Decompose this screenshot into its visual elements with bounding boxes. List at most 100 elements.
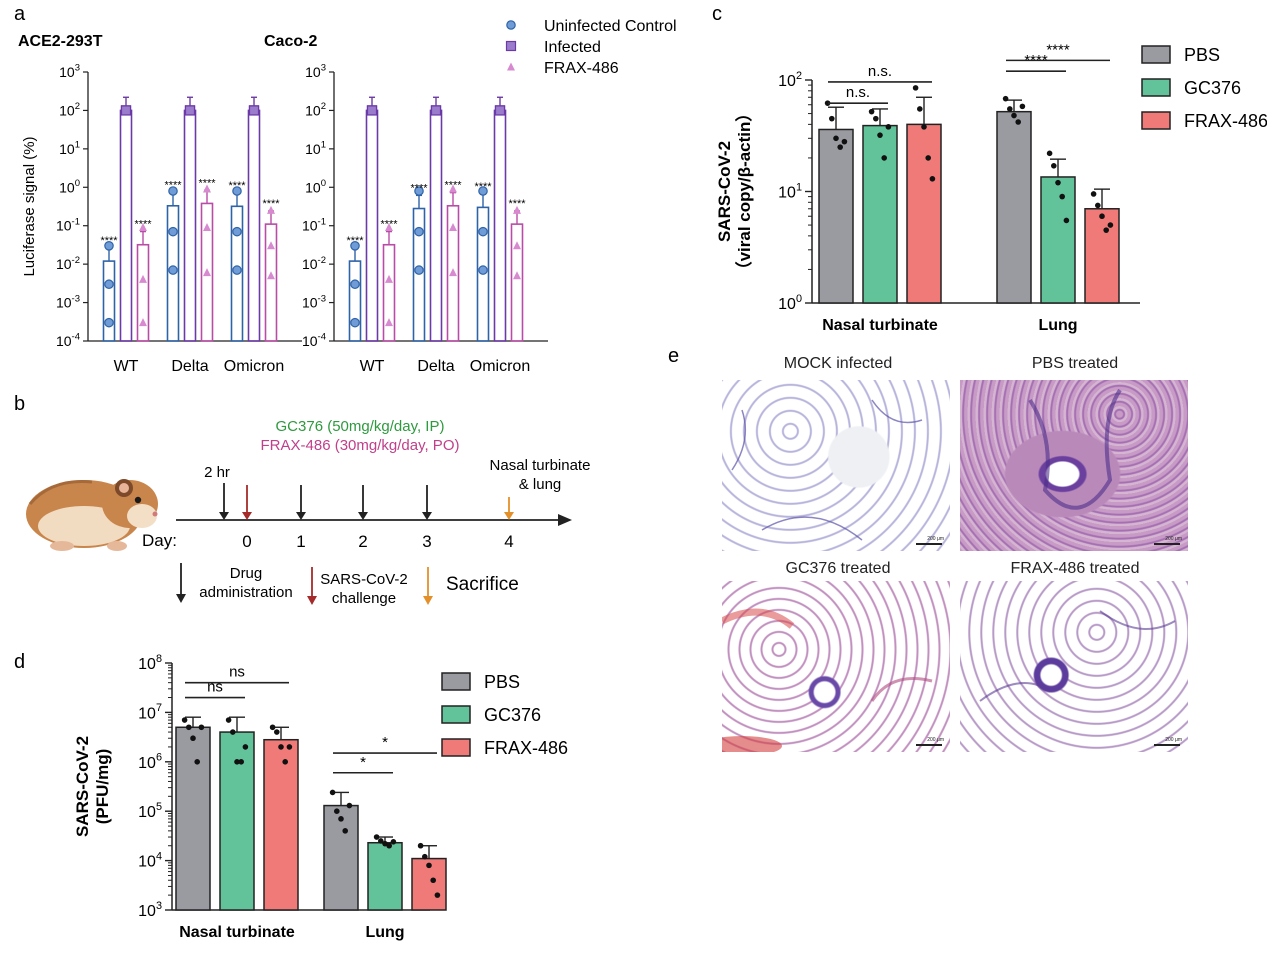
significance-label: **** [134, 219, 152, 231]
y-axis-label: SARS-CoV-2 [715, 141, 734, 242]
y-tick-label: 105 [138, 801, 162, 821]
data-point [366, 105, 378, 116]
data-point [1090, 191, 1097, 197]
scale-bar [1154, 543, 1180, 545]
data-point [232, 265, 242, 275]
y-tick-label: 101 [305, 140, 326, 157]
hamster-icon [26, 479, 158, 551]
micrograph-gc376-overlay [722, 608, 933, 752]
data-point [385, 274, 393, 283]
legend-panel-a: Uninfected Control Infected FRAX-486 [505, 18, 677, 77]
legend-swatch [441, 705, 471, 724]
data-point [190, 735, 196, 742]
scale-bar-label: 200 μm [1165, 536, 1182, 542]
data-point [1063, 217, 1070, 224]
y-tick-label: 10-3 [302, 293, 326, 310]
data-point [912, 85, 919, 91]
y-tick-label: 10-1 [56, 216, 80, 233]
chart-a-ace2293t: ACE2-293T 10-4 10-3 10-2 10-1 100 101 102 103 Luc… [18, 33, 302, 375]
legend-label: GC376 [484, 705, 541, 725]
legend-drug-label-1: Drug [230, 565, 263, 582]
legend-marker-infected [505, 40, 517, 52]
data-point [385, 318, 393, 327]
data-point [104, 279, 114, 290]
legend-label: PBS [1184, 45, 1220, 65]
x-tick-label: Omicron [470, 358, 530, 375]
data-point [230, 729, 236, 735]
day-number: 4 [504, 532, 513, 551]
timeline-arrowhead [558, 514, 572, 526]
drug-arrow-head [358, 512, 368, 520]
bar [247, 109, 261, 342]
significance-label: **** [164, 180, 182, 192]
y-tick-label: 103 [59, 63, 80, 80]
chart-title: ACE2-293T [18, 33, 103, 50]
data-point [478, 226, 488, 237]
data-point [877, 132, 883, 138]
data-point [139, 318, 147, 327]
bar [1084, 208, 1120, 304]
legend-label-frax: FRAX-486 [544, 60, 619, 77]
drug-arrow-head [219, 512, 229, 520]
significance-label: ns [229, 664, 245, 681]
pre-dose-label: 2 hr [204, 464, 230, 481]
data-point [120, 105, 132, 116]
data-point [414, 186, 424, 196]
day-label: Day: [142, 531, 177, 550]
data-point [267, 241, 275, 250]
y-tick-label: 103 [305, 63, 326, 80]
data-point [104, 241, 114, 251]
data-point [203, 268, 211, 277]
data-point [390, 839, 397, 845]
chart-c-viral-copy: 100 101 102 SARS-CoV-2 （viral copy/β-actin） N… [715, 41, 1267, 334]
scale-bar-label: 200 μm [927, 737, 944, 743]
significance-label: **** [474, 181, 492, 193]
significance-label: **** [1046, 41, 1070, 58]
scale-bar-label: 200 μm [1165, 737, 1182, 743]
data-point [386, 842, 393, 849]
data-point [1007, 106, 1013, 112]
data-point [837, 144, 843, 150]
data-point [430, 105, 442, 116]
x-tick-label: Lung [365, 924, 404, 941]
data-point [1019, 103, 1026, 110]
data-point [269, 724, 276, 731]
data-point [513, 271, 521, 280]
data-point [329, 789, 336, 796]
significance-label: **** [410, 182, 428, 194]
micrograph-frax-treated: 200 μm [960, 581, 1188, 752]
data-point [1107, 222, 1114, 228]
significance-label: **** [444, 180, 462, 192]
x-tick-label: Nasal turbinate [822, 317, 938, 334]
data-point [378, 838, 384, 844]
bar [862, 124, 898, 304]
data-point [181, 717, 188, 723]
panel-label-b: b [14, 393, 25, 415]
y-tick-label: 103 [138, 900, 162, 920]
data-point [203, 222, 211, 231]
y-tick-label: 102 [59, 101, 80, 118]
data-point [267, 271, 275, 280]
bar [996, 110, 1032, 304]
data-point [925, 155, 931, 161]
data-point [478, 265, 488, 275]
bar [493, 109, 507, 342]
data-point [334, 808, 340, 814]
bar [136, 243, 150, 342]
endpoint-label-1: Nasal turbinate [490, 457, 591, 474]
y-tick-label: 107 [138, 702, 162, 722]
legend-drug-label-2: administration [199, 584, 292, 601]
bar [183, 109, 197, 342]
micro-title-frax: FRAX-486 treated [1010, 560, 1140, 577]
gc376-dose-label: GC376 (50mg/kg/day, IP) [276, 418, 445, 435]
data-point [921, 124, 927, 130]
y-tick-label: 100 [59, 178, 80, 195]
legend-swatch [1141, 111, 1171, 130]
significance-label: **** [380, 219, 398, 231]
y-tick-label: 101 [778, 181, 802, 201]
data-point [225, 717, 232, 723]
data-point [385, 222, 393, 231]
data-point [929, 175, 936, 182]
data-point [513, 241, 521, 250]
x-tick-label: Lung [1038, 317, 1077, 334]
